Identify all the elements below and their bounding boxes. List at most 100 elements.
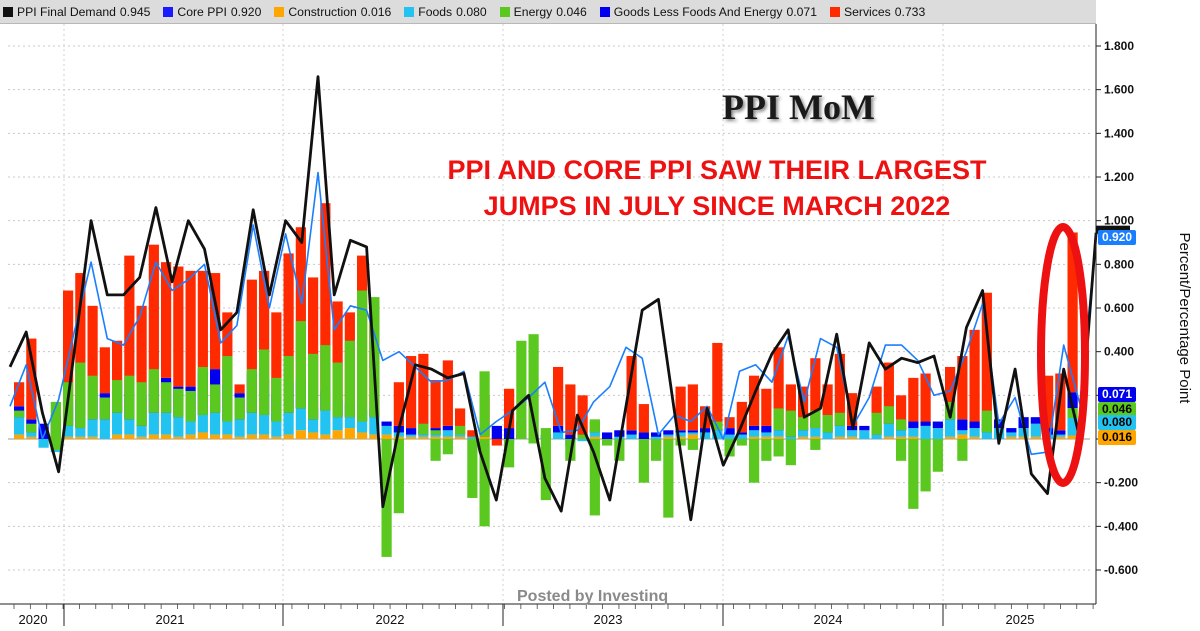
bar-energy-segment	[577, 434, 588, 439]
bar-segment	[822, 432, 833, 439]
bar-segment	[614, 430, 625, 437]
bar-segment	[418, 353, 429, 431]
bar-segment	[271, 421, 282, 437]
bar-energy-segment	[834, 412, 845, 426]
bar-segment	[736, 432, 747, 435]
subtitle-line-1: PPI AND CORE PPI SAW THEIR LARGEST	[447, 155, 987, 185]
bar-energy-segment	[773, 408, 784, 431]
bar-segment	[626, 434, 637, 439]
bar-segment	[26, 338, 37, 420]
bar-segment	[565, 434, 576, 439]
bar-segment	[332, 301, 343, 400]
y-tick-label: -0.400	[1104, 519, 1138, 533]
bar-energy-segment	[295, 321, 306, 409]
bar-energy-negative	[675, 439, 686, 446]
bar-energy-segment	[430, 430, 441, 435]
bar-energy-segment	[234, 397, 245, 420]
bar-segment	[675, 432, 686, 437]
bar-segment	[344, 428, 355, 439]
bar-segment	[736, 434, 747, 439]
legend-label: Foods	[418, 4, 453, 19]
bar-energy-segment	[528, 334, 539, 444]
bar-segment	[847, 430, 858, 437]
bar-segment	[26, 436, 37, 439]
bar-energy-segment	[148, 369, 159, 413]
bar-energy-negative	[932, 439, 943, 472]
bar-segment	[14, 382, 25, 407]
bar-segment	[295, 408, 306, 431]
bar-segment	[197, 270, 208, 372]
bar-segment	[602, 432, 613, 439]
bar-energy-segment	[210, 384, 221, 413]
bar-segment	[173, 266, 184, 387]
bar-energy-negative	[540, 439, 551, 501]
bar-segment	[185, 421, 196, 435]
bar-segment	[847, 436, 858, 439]
bar-segment	[1067, 392, 1078, 408]
bar-segment	[1030, 423, 1041, 437]
bar-segment	[479, 436, 490, 439]
bar-energy-segment	[981, 410, 992, 433]
bar-segment	[87, 305, 98, 394]
bar-segment	[638, 432, 649, 439]
bar-energy-segment	[185, 390, 196, 422]
legend-value: 0.046	[556, 4, 587, 19]
legend-value: 0.945	[119, 4, 151, 19]
bar-segment	[553, 366, 564, 426]
bar-segment	[222, 434, 233, 439]
legend-swatch	[274, 6, 285, 17]
bar-energy-segment	[332, 362, 343, 418]
bar-segment	[969, 436, 980, 439]
bar-segment	[467, 436, 478, 439]
bar-segment	[810, 428, 821, 437]
bar-segment	[761, 388, 772, 426]
bar-segment	[467, 430, 478, 437]
bar-segment	[210, 434, 221, 439]
bar-segment	[675, 386, 686, 431]
bar-segment	[1067, 435, 1078, 439]
bar-segment	[75, 273, 86, 398]
bar-segment	[308, 419, 319, 433]
bar-energy-segment	[99, 397, 110, 420]
bar-segment	[259, 270, 270, 381]
bar-energy-negative	[920, 439, 931, 492]
bar-energy-negative	[393, 439, 404, 514]
bar-energy-negative	[430, 439, 441, 461]
bar-segment	[455, 408, 466, 435]
bar-segment	[638, 404, 649, 433]
bar-energy-segment	[271, 377, 282, 422]
bar-segment	[210, 273, 221, 370]
bar-segment	[773, 347, 784, 424]
bar-energy-negative	[442, 439, 453, 455]
bar-segment	[883, 436, 894, 439]
subtitle-line-2: JUMPS IN JULY SINCE MARCH 2022	[483, 191, 951, 221]
bar-segment	[663, 436, 674, 439]
legend-swatch	[3, 6, 13, 17]
bar-segment	[920, 425, 931, 439]
bar-segment	[246, 412, 257, 435]
bar-segment	[626, 356, 637, 431]
y-tick-label: -0.600	[1104, 563, 1138, 577]
bar-segment	[834, 436, 845, 439]
bar-segment	[320, 203, 331, 391]
bar-segment	[969, 329, 980, 422]
bar-segment	[847, 393, 858, 426]
y-tick-label: 1.600	[1104, 83, 1134, 97]
bar-segment	[259, 434, 270, 439]
chart-subtitle: PPI AND CORE PPI SAW THEIR LARGEST JUMPS…	[382, 152, 1052, 224]
bar-segment	[442, 360, 453, 426]
bar-segment	[957, 356, 968, 420]
bar-segment	[491, 425, 502, 439]
bar-segment	[761, 425, 772, 433]
bar-energy-negative	[638, 439, 649, 483]
x-year-label: 2025	[1006, 612, 1035, 627]
bar-segment	[736, 401, 747, 433]
bar-segment	[283, 253, 294, 383]
bar-segment	[969, 428, 980, 437]
bar-segment	[1006, 432, 1017, 437]
y-tick-label: 0.800	[1104, 257, 1134, 271]
bar-segment	[1067, 418, 1078, 436]
chart-bars	[14, 203, 1078, 557]
bar-segment	[38, 439, 49, 448]
bar-segment	[418, 436, 429, 439]
